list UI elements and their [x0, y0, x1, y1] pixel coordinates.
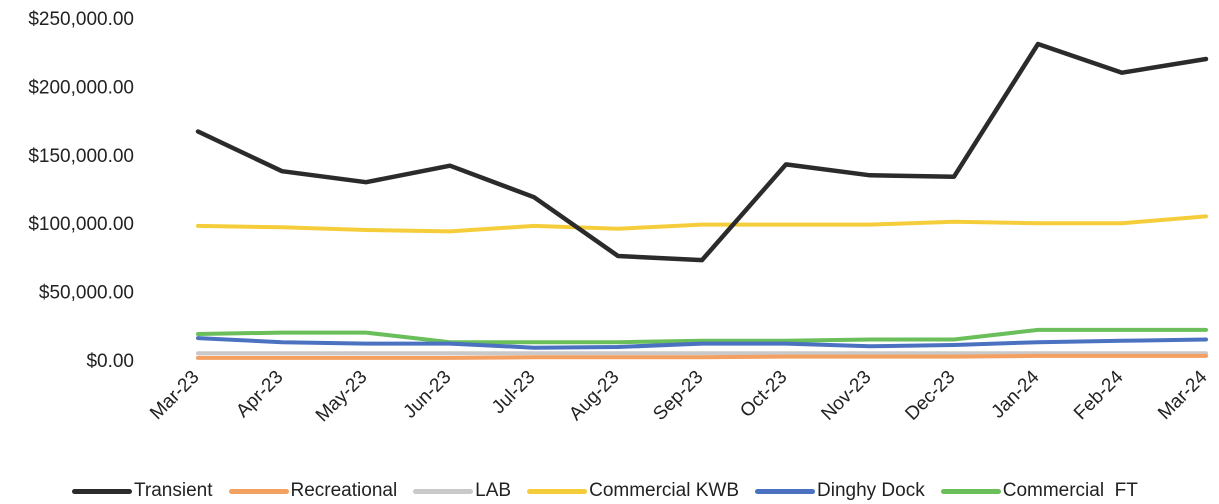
legend-label: Recreational — [290, 480, 398, 501]
legend-item: Dinghy Dock — [755, 480, 925, 502]
series-line-recreational — [196, 353, 1208, 360]
y-tick-label: $50,000.00 — [39, 283, 134, 304]
x-tick-label: Dec-23 — [901, 367, 959, 425]
x-tick-label: Jul-23 — [488, 367, 539, 418]
legend-item: LAB — [413, 480, 511, 502]
y-tick-label: $200,000.00 — [28, 77, 134, 98]
x-tick-label: Aug-23 — [565, 367, 623, 425]
x-tick-label: Feb-24 — [1070, 366, 1128, 424]
legend-label: Dinghy Dock — [817, 480, 925, 501]
legend-label: Commercial KWB — [589, 480, 739, 501]
legend-item: Transient — [72, 480, 213, 502]
legend-swatch — [72, 488, 132, 494]
y-tick-label: $150,000.00 — [28, 146, 134, 167]
plot-area — [195, 41, 1209, 360]
legend-item: Commercial FT — [940, 480, 1138, 502]
series-line-dinghy-dock — [196, 336, 1208, 350]
y-tick-label: $0.00 — [86, 351, 134, 372]
y-axis: $0.00 $50,000.00 $100,000.00 $150,000.00 $20… — [28, 9, 134, 372]
legend-label: Commercial FT — [1002, 480, 1138, 501]
series-line-commercial-kwb — [196, 214, 1208, 234]
line-chart: $0.00 $50,000.00 $100,000.00 $150,000.00 $20… — [28, 9, 1212, 426]
legend-item: Commercial KWB — [527, 480, 739, 502]
x-tick-label: Mar-23 — [146, 367, 203, 424]
legend-swatch — [755, 488, 815, 494]
x-tick-label: Oct-23 — [736, 367, 791, 422]
legend: Transient Recreational LAB Commercial KWB Di… — [0, 478, 1219, 504]
legend-swatch — [413, 488, 474, 494]
legend-swatch — [527, 488, 588, 494]
legend-item: Recreational — [228, 480, 398, 502]
x-axis: Mar-23 Apr-23 May-23 Jun-23 Jul-23 Aug-23 Sep-… — [146, 366, 1212, 426]
legend-label: LAB — [475, 480, 512, 501]
x-tick-label: Jun-23 — [400, 367, 456, 423]
y-tick-label: $250,000.00 — [28, 9, 134, 30]
x-tick-label: Nov-23 — [817, 367, 875, 425]
x-tick-label: Apr-23 — [232, 367, 287, 422]
legend-swatch — [940, 488, 1001, 494]
series-line-commercial-ft — [196, 327, 1208, 345]
x-tick-label: Sep-23 — [649, 367, 707, 425]
series-line-transient — [195, 41, 1209, 263]
legend-label: Transient — [134, 480, 213, 501]
x-tick-label: May-23 — [312, 367, 372, 427]
y-tick-label: $100,000.00 — [28, 214, 134, 235]
legend-swatch — [228, 488, 289, 494]
x-tick-label: Mar-24 — [1154, 366, 1212, 424]
x-tick-label: Jan-24 — [988, 366, 1044, 422]
